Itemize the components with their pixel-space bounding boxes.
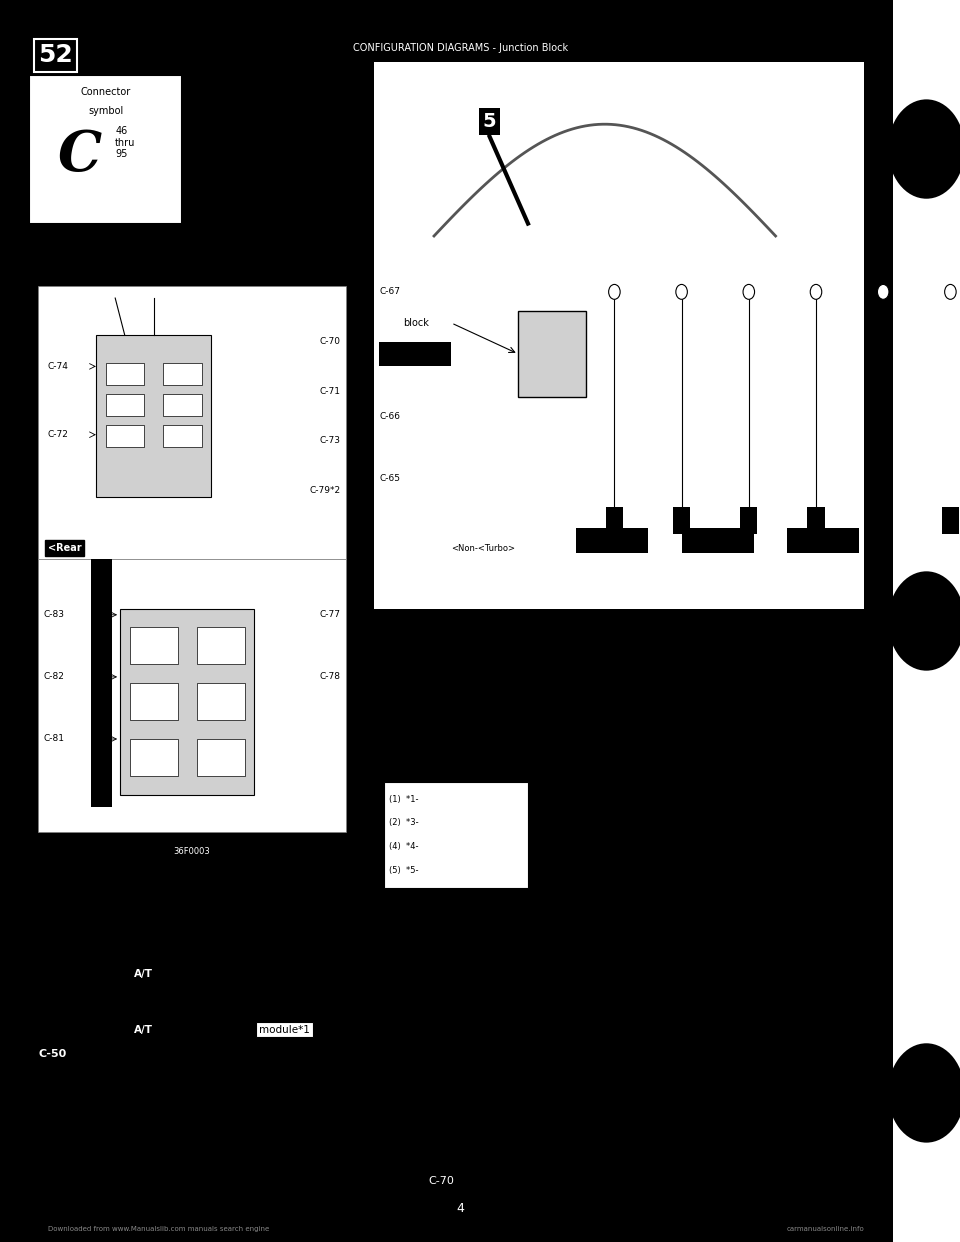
Bar — [606, 507, 623, 534]
Text: C-72: C-72 — [48, 430, 69, 440]
Bar — [163, 363, 202, 385]
Bar — [106, 363, 144, 385]
Text: (5)  *5-: (5) *5- — [389, 866, 419, 874]
Text: (2)  *3-: (2) *3- — [389, 818, 419, 827]
Text: symbol: symbol — [88, 106, 123, 116]
Bar — [163, 425, 202, 447]
Text: C-65: C-65 — [379, 473, 400, 483]
Bar — [518, 310, 586, 397]
Bar — [875, 507, 892, 534]
Text: A/T: A/T — [134, 969, 154, 979]
Text: C-81: C-81 — [43, 734, 64, 744]
Text: 36F0003: 36F0003 — [174, 847, 210, 856]
Text: C-50: C-50 — [38, 1049, 66, 1059]
Text: block: block — [403, 318, 429, 328]
Bar — [106, 425, 144, 447]
Text: carmanualsonline.info: carmanualsonline.info — [786, 1226, 864, 1232]
Bar — [96, 335, 211, 497]
Text: 36F0002: 36F0002 — [174, 574, 210, 582]
Bar — [893, 0, 960, 1242]
Text: 52: 52 — [38, 43, 73, 67]
Text: C-79*2: C-79*2 — [310, 486, 341, 496]
Bar — [106, 394, 144, 416]
Text: C-85: C-85 — [580, 535, 599, 545]
Text: 46
thru
95: 46 thru 95 — [115, 127, 135, 159]
Bar — [130, 627, 178, 664]
Bar — [91, 559, 112, 807]
Circle shape — [676, 284, 687, 299]
Bar — [120, 609, 254, 795]
Bar — [942, 507, 959, 534]
Text: Connector: Connector — [81, 87, 131, 97]
Text: C-60: C-60 — [791, 535, 810, 545]
Text: A/T: A/T — [134, 1025, 154, 1035]
Text: module*1: module*1 — [259, 1025, 310, 1035]
Text: C-73: C-73 — [320, 436, 341, 446]
Bar — [197, 739, 245, 776]
Text: <Rear: <Rear — [48, 543, 82, 553]
Bar — [197, 627, 245, 664]
Text: C-83: C-83 — [43, 610, 64, 620]
Bar — [130, 739, 178, 776]
Bar — [374, 62, 864, 609]
Text: (4)  *4-: (4) *4- — [389, 842, 419, 851]
Bar — [682, 528, 754, 553]
Bar — [38, 559, 346, 832]
Text: C-70: C-70 — [429, 1176, 454, 1186]
Text: C-66: C-66 — [379, 411, 400, 421]
Circle shape — [609, 284, 620, 299]
Text: C: C — [58, 128, 102, 183]
Text: C-67: C-67 — [379, 287, 400, 297]
Bar — [673, 507, 690, 534]
Bar — [384, 782, 528, 888]
Text: C-71: C-71 — [320, 386, 341, 396]
Circle shape — [743, 284, 755, 299]
Circle shape — [888, 571, 960, 671]
Text: C-70: C-70 — [320, 337, 341, 347]
Text: C-91*5: C-91*5 — [385, 349, 417, 359]
Text: 4: 4 — [457, 1202, 465, 1215]
Bar — [38, 286, 346, 559]
Bar — [807, 507, 825, 534]
Bar — [787, 528, 859, 553]
Circle shape — [888, 99, 960, 199]
Bar — [197, 683, 245, 720]
Text: C-5: C-5 — [685, 535, 700, 545]
Text: C-78: C-78 — [320, 672, 341, 682]
Bar — [163, 394, 202, 416]
Bar — [576, 528, 648, 553]
Text: C-77: C-77 — [320, 610, 341, 620]
Circle shape — [888, 1043, 960, 1143]
Text: <Non-<Turbo>: <Non-<Turbo> — [451, 544, 516, 553]
Circle shape — [810, 284, 822, 299]
Text: C-82: C-82 — [43, 672, 64, 682]
Text: (1)  *1-: (1) *1- — [389, 795, 419, 804]
Text: Downloaded from www.Manualslib.com manuals search engine: Downloaded from www.Manualslib.com manua… — [48, 1226, 269, 1232]
Text: 5: 5 — [483, 112, 496, 130]
FancyBboxPatch shape — [29, 75, 182, 224]
Circle shape — [945, 284, 956, 299]
Text: C-74: C-74 — [48, 361, 69, 371]
Bar — [740, 507, 757, 534]
Bar — [130, 683, 178, 720]
Text: CONFIGURATION DIAGRAMS - Junction Block: CONFIGURATION DIAGRAMS - Junction Block — [353, 43, 568, 53]
Bar — [379, 342, 451, 366]
Circle shape — [877, 284, 889, 299]
